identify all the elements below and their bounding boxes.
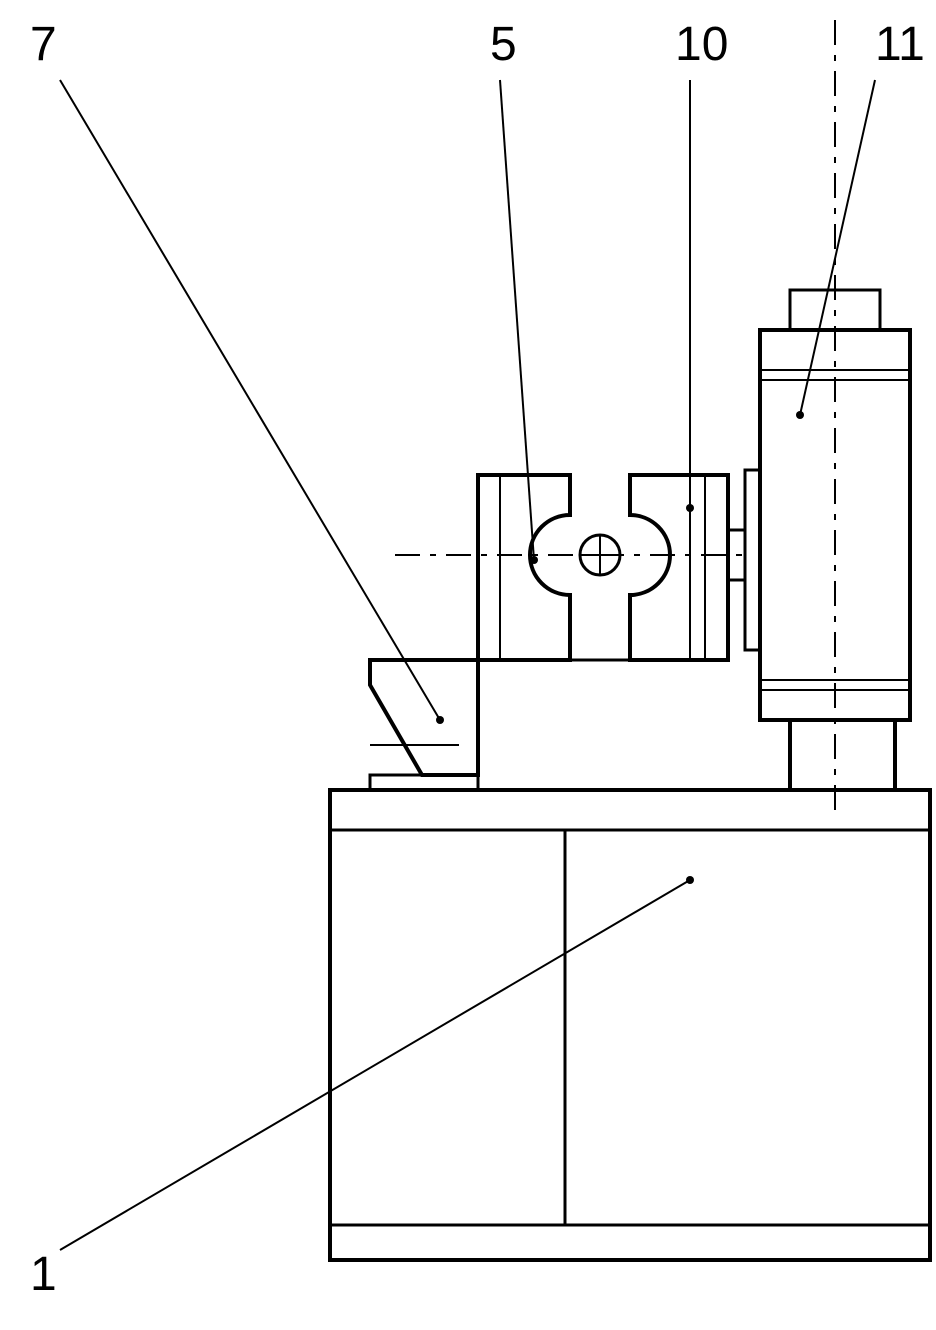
label-1: 1 <box>30 1248 57 1301</box>
label-10: 10 <box>675 18 728 71</box>
label-11: 11 <box>875 18 925 71</box>
engineering-diagram: 11 10 5 7 1 <box>0 0 936 1330</box>
label-7: 7 <box>30 18 57 71</box>
moving-jaw <box>630 475 728 660</box>
cylinder <box>728 290 910 790</box>
leader-lines <box>60 80 875 1250</box>
base-block <box>330 790 930 1260</box>
wedge-support <box>370 660 478 790</box>
label-5: 5 <box>490 18 517 71</box>
centerlines <box>395 20 835 810</box>
fixed-jaw <box>478 475 570 660</box>
